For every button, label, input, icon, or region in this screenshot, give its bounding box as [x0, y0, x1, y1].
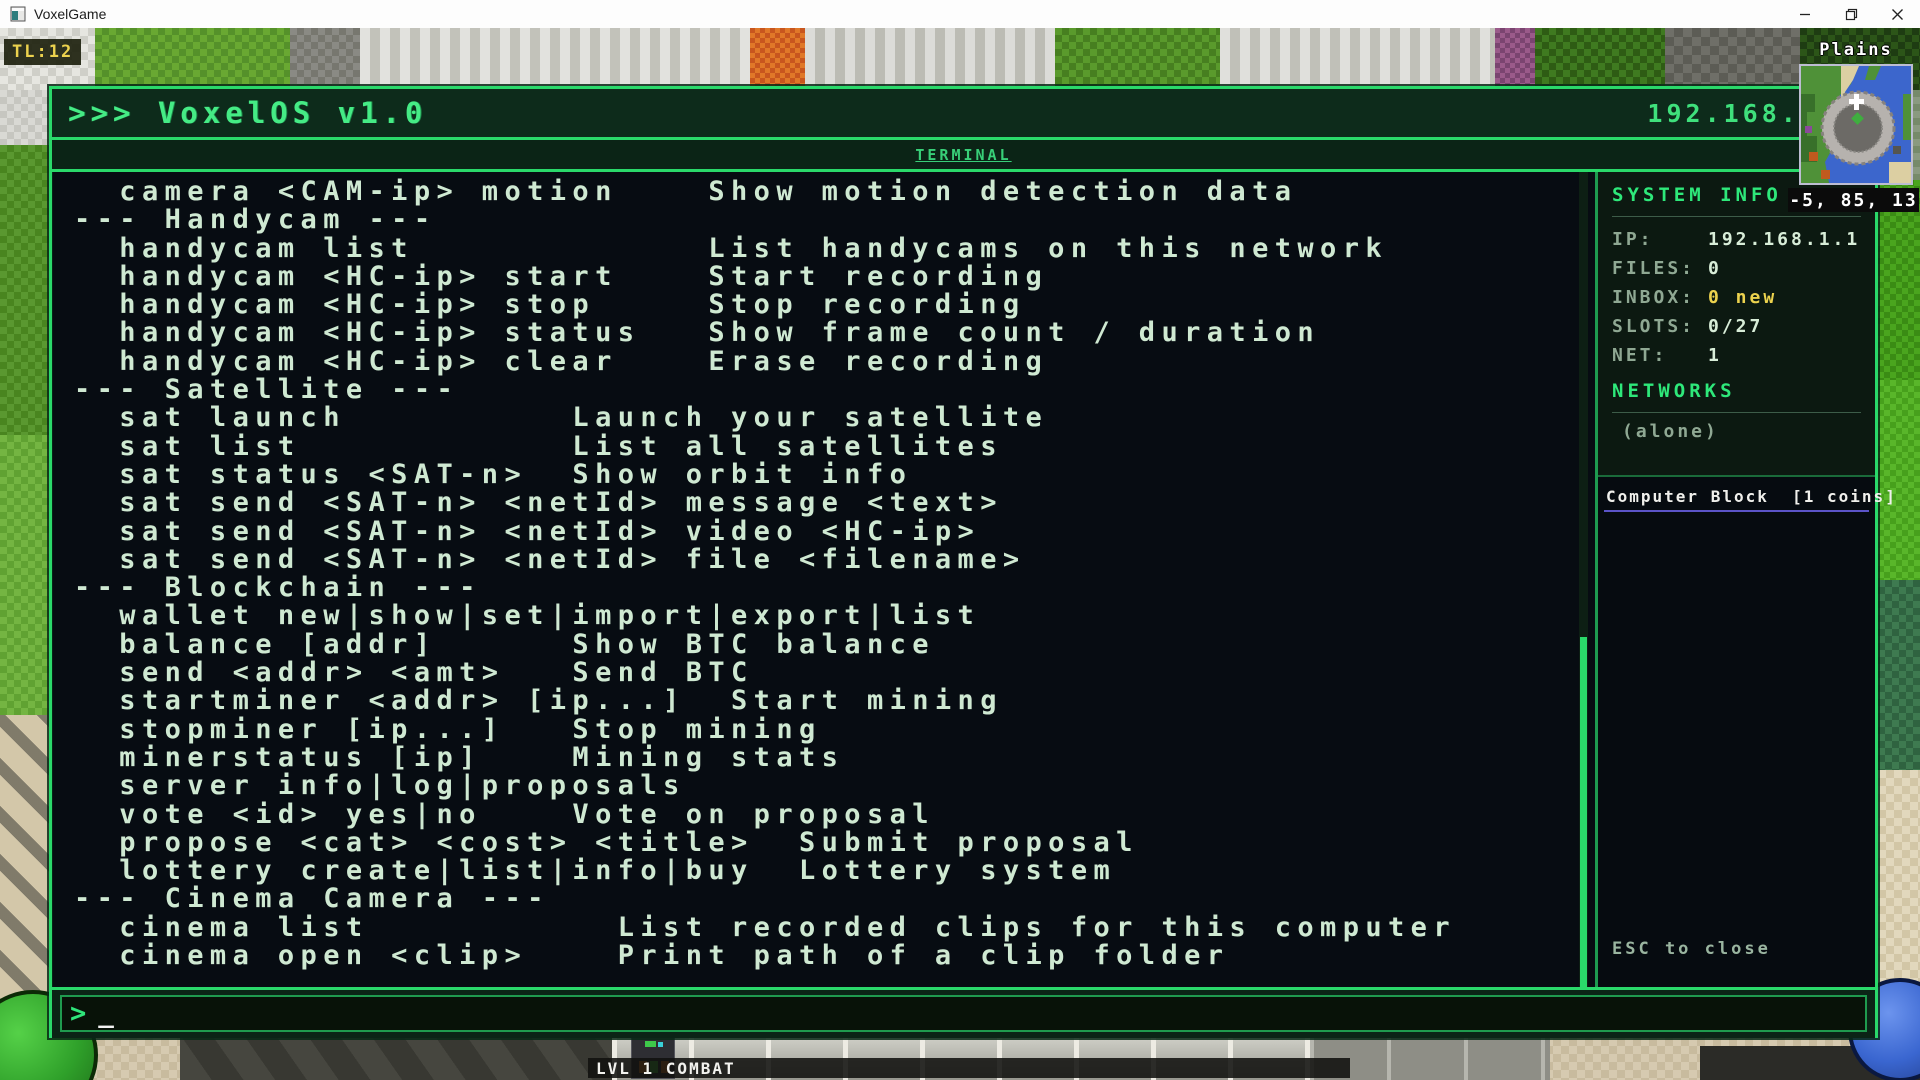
terrain-block	[1055, 28, 1220, 90]
info-label: SLOTS:	[1612, 316, 1696, 337]
computer-block-panel: Computer Block [1 coins] ESC to close	[1598, 475, 1895, 987]
terrain-block	[1878, 580, 1920, 770]
terrain-block	[1700, 1046, 1878, 1080]
divider	[1612, 412, 1861, 413]
terrain-block	[1878, 770, 1920, 1010]
terrain-block	[1535, 28, 1665, 90]
info-label: IP:	[1612, 229, 1654, 250]
terrain-path	[180, 1030, 620, 1080]
networks-title: NETWORKS	[1612, 380, 1736, 402]
terrain-block	[1495, 28, 1535, 90]
terminal-tabbar: TERMINAL	[52, 140, 1875, 172]
level-strip: LVL 1 COMBAT	[588, 1058, 1350, 1078]
window-controls	[1782, 0, 1920, 28]
level-badge: LVL 1 COMBAT	[596, 1058, 736, 1078]
info-label: NET:	[1612, 345, 1668, 366]
minimap-image	[1799, 64, 1913, 185]
info-row-net: NET: 1	[1612, 341, 1861, 370]
app-icon	[10, 6, 26, 22]
info-row-ip: IP: 192.168.1.1	[1612, 225, 1861, 254]
esc-hint: ESC to close	[1612, 939, 1771, 959]
computer-block-title: Computer Block [1 coins]	[1604, 485, 1895, 512]
voxelos-terminal-window: >>> VoxelOS v1.0 192.168.1.1 TERMINAL ca…	[49, 86, 1895, 1038]
terrain-block	[750, 28, 805, 90]
terminal-main: camera <CAM-ip> motion Show motion detec…	[52, 172, 1895, 987]
close-button[interactable]	[1874, 0, 1920, 28]
info-value: 0 new	[1708, 287, 1778, 308]
restore-button[interactable]	[1828, 0, 1874, 28]
biome-label: Plains	[1819, 40, 1893, 60]
terminal-output: camera <CAM-ip> motion Show motion detec…	[74, 176, 1456, 972]
terrain-block	[0, 145, 49, 435]
window-title: VoxelGame	[34, 6, 107, 22]
terrain-block	[805, 28, 1055, 90]
system-info-panel: SYSTEM INFO IP: 192.168.1.1 FILES: 0 INB…	[1598, 172, 1875, 475]
info-label: INBOX:	[1612, 287, 1696, 308]
system-info-title: SYSTEM INFO	[1612, 184, 1782, 206]
time-left-badge: TL:12	[4, 39, 82, 65]
terrain-block	[1878, 380, 1920, 580]
prompt-chevron: >	[70, 998, 87, 1029]
tab-terminal[interactable]: TERMINAL	[915, 145, 1012, 164]
terminal-input[interactable]: > _	[60, 995, 1867, 1032]
terrain-block	[360, 28, 750, 90]
hotbar-extra-slots	[1310, 1035, 1550, 1080]
coordinates-label: -5, 85, 13	[1788, 188, 1919, 212]
terminal-header: >>> VoxelOS v1.0 192.168.1.1	[52, 89, 1875, 140]
terrain-block	[1878, 180, 1920, 380]
terrain-block	[0, 715, 49, 1015]
terrain-block	[0, 435, 49, 715]
terrain-block	[290, 28, 360, 90]
networks-status: (alone)	[1622, 421, 1719, 442]
terminal-scrollbar[interactable]	[1579, 172, 1588, 987]
divider	[1612, 216, 1861, 217]
info-label: FILES:	[1612, 258, 1696, 279]
terrain-block	[1665, 28, 1800, 90]
info-row-slots: SLOTS: 0/27	[1612, 312, 1861, 341]
info-value: 192.168.1.1	[1708, 229, 1861, 250]
terrain-block	[0, 90, 49, 145]
scrollbar-thumb[interactable]	[1580, 636, 1587, 987]
terrain-block	[1220, 28, 1495, 90]
terminal-title: >>> VoxelOS v1.0	[68, 96, 428, 130]
info-value: 0	[1708, 258, 1722, 279]
terminal-sidebar: SYSTEM INFO IP: 192.168.1.1 FILES: 0 INB…	[1595, 172, 1895, 987]
info-row-files: FILES: 0	[1612, 254, 1861, 283]
text-cursor: _	[98, 998, 114, 1029]
info-value: 0/27	[1708, 316, 1764, 337]
window-titlebar: VoxelGame	[0, 0, 1920, 28]
terminal-input-bar[interactable]: > _	[52, 987, 1875, 1038]
minimize-button[interactable]	[1782, 0, 1828, 28]
info-value: 1	[1708, 345, 1722, 366]
info-row-inbox: INBOX: 0 new	[1612, 283, 1861, 312]
terrain-block	[95, 28, 290, 90]
